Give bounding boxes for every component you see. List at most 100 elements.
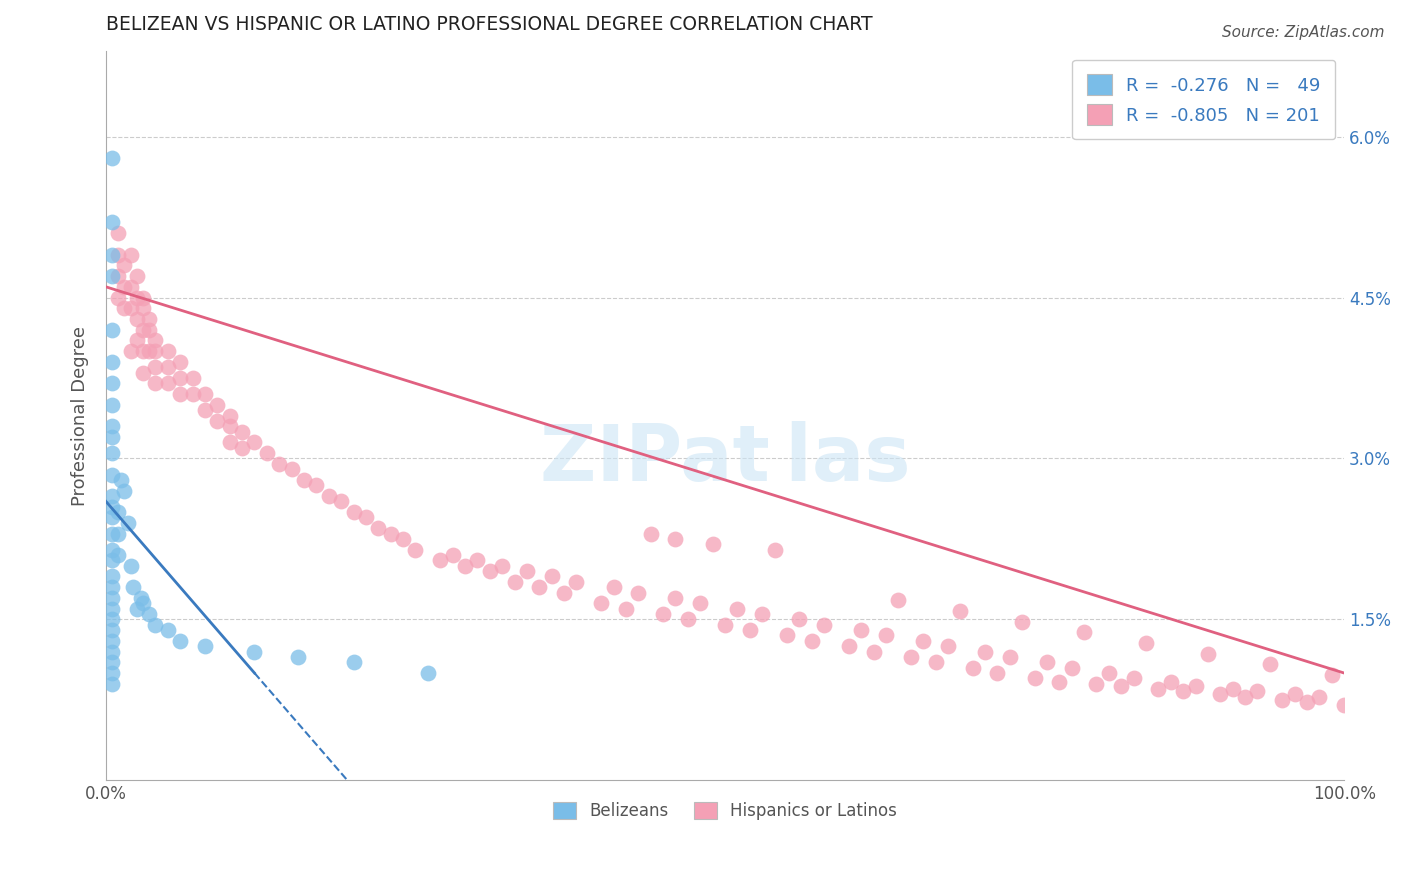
Point [540,569,562,583]
Point [101,269,124,284]
Point [231,441,253,455]
Point [1036,655,1059,669]
Point [138,607,160,621]
Point [207,398,229,412]
Point [132,344,155,359]
Point [664,591,686,605]
Point [231,425,253,439]
Point [132,301,155,316]
Point [169,355,191,369]
Point [354,510,377,524]
Point [194,387,217,401]
Point [218,409,240,423]
Point [1284,688,1306,702]
Point [145,376,167,391]
Point [1271,693,1294,707]
Point [110,473,132,487]
Point [1258,657,1281,672]
Point [256,446,278,460]
Point [1073,625,1095,640]
Point [101,489,124,503]
Point [101,633,124,648]
Point [652,607,675,621]
Point [887,593,910,607]
Point [181,371,204,385]
Point [614,601,637,615]
Point [114,259,136,273]
Point [156,360,179,375]
Point [800,633,823,648]
Point [114,301,136,316]
Point [120,301,142,316]
Point [101,419,124,434]
Point [467,553,489,567]
Point [949,604,972,618]
Point [986,666,1008,681]
Point [1296,695,1319,709]
Point [553,585,575,599]
Point [107,226,129,240]
Point [429,553,451,567]
Point [714,617,737,632]
Point [101,500,124,514]
Point [1024,672,1046,686]
Point [280,462,302,476]
Point [107,505,129,519]
Point [156,623,179,637]
Point [725,601,748,615]
Point [342,655,364,669]
Point [120,558,142,573]
Point [101,612,124,626]
Point [1184,679,1206,693]
Point [125,334,148,348]
Point [169,371,191,385]
Point [132,596,155,610]
Point [478,564,501,578]
Point [132,291,155,305]
Point [380,526,402,541]
Point [330,494,353,508]
Point [125,291,148,305]
Point [156,344,179,359]
Point [875,628,897,642]
Point [1047,674,1070,689]
Point [101,666,124,681]
Point [838,639,860,653]
Point [269,457,291,471]
Point [676,612,699,626]
Point [101,623,124,637]
Point [107,526,129,541]
Point [138,312,160,326]
Point [101,467,124,482]
Point [120,344,142,359]
Point [101,569,124,583]
Point [169,387,191,401]
Point [243,644,266,658]
Point [1085,677,1108,691]
Point [101,510,124,524]
Point [1160,674,1182,689]
Point [101,398,124,412]
Point [132,323,155,337]
Point [117,516,139,530]
Point [218,435,240,450]
Text: ZIPat las: ZIPat las [540,421,910,498]
Point [789,612,811,626]
Point [138,344,160,359]
Point [125,312,148,326]
Point [1098,666,1121,681]
Point [441,548,464,562]
Legend: Belizeans, Hispanics or Latinos: Belizeans, Hispanics or Latinos [546,795,904,827]
Point [851,623,873,637]
Text: Source: ZipAtlas.com: Source: ZipAtlas.com [1222,25,1385,40]
Point [101,553,124,567]
Point [107,291,129,305]
Point [998,649,1021,664]
Point [101,526,124,541]
Y-axis label: Professional Degree: Professional Degree [72,326,89,506]
Point [565,574,588,589]
Point [1147,682,1170,697]
Point [591,596,613,610]
Point [1308,690,1330,704]
Point [1209,688,1232,702]
